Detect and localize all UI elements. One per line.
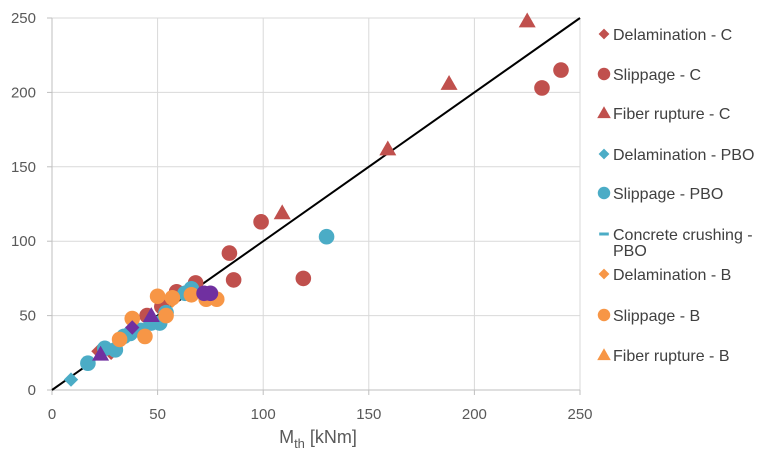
legend-label: Fiber rupture - C bbox=[613, 106, 730, 123]
legend-marker bbox=[598, 148, 610, 160]
data-point bbox=[183, 286, 200, 303]
y-tick-label: 0 bbox=[28, 382, 36, 399]
data-point bbox=[124, 310, 141, 327]
data-point bbox=[440, 74, 458, 90]
y-tick-label: 50 bbox=[19, 308, 36, 325]
legend-marker bbox=[597, 106, 611, 119]
data-point bbox=[125, 320, 140, 335]
data-point bbox=[253, 214, 269, 230]
y-tick-label: 200 bbox=[11, 84, 36, 101]
x-axis-title: Mth [kNm] bbox=[279, 427, 357, 450]
data-point bbox=[149, 288, 166, 305]
legend-marker bbox=[597, 348, 611, 361]
data-point bbox=[111, 331, 128, 348]
x-tick-label: 100 bbox=[251, 406, 276, 423]
data-point bbox=[318, 228, 335, 245]
x-tick-label: 0 bbox=[48, 406, 56, 423]
legend-label: Slippage - B bbox=[613, 308, 700, 325]
x-tick-label: 150 bbox=[356, 406, 381, 423]
data-point bbox=[295, 270, 312, 287]
data-point bbox=[80, 355, 96, 372]
y-tick-label: 250 bbox=[11, 10, 36, 27]
data-point bbox=[553, 62, 569, 78]
data-point bbox=[202, 285, 219, 302]
legend-marker bbox=[599, 232, 609, 236]
legend-label: Delamination - C bbox=[613, 27, 732, 44]
legend-label: PBO bbox=[613, 243, 647, 260]
data-point bbox=[142, 307, 160, 322]
x-tick-label: 250 bbox=[567, 406, 592, 423]
legend-label: Slippage - C bbox=[613, 67, 701, 84]
data-points bbox=[63, 12, 569, 387]
data-point bbox=[221, 245, 238, 261]
legend-label: Delamination - PBO bbox=[613, 147, 754, 164]
data-point bbox=[92, 345, 110, 361]
y-tick-label: 100 bbox=[11, 233, 36, 250]
legend-label: Slippage - PBO bbox=[613, 186, 723, 203]
data-point bbox=[518, 12, 536, 28]
legend-label: Fiber rupture - B bbox=[613, 348, 729, 365]
y-tick-label: 150 bbox=[11, 159, 36, 176]
legend-marker bbox=[597, 308, 611, 322]
data-point bbox=[379, 140, 397, 156]
axes bbox=[47, 17, 581, 395]
data-point bbox=[158, 307, 174, 324]
legend: Delamination - C Slippage - C Fiber ruptur… bbox=[597, 27, 754, 365]
data-point bbox=[164, 289, 181, 306]
data-point bbox=[137, 328, 153, 345]
legend-marker bbox=[598, 28, 610, 40]
tick-labels: 0 50 100 150 200 250 0 50 100 150 200 250 bbox=[11, 10, 593, 423]
x-tick-label: 200 bbox=[462, 406, 487, 423]
x-tick-label: 50 bbox=[149, 406, 166, 423]
data-point bbox=[225, 272, 242, 288]
data-point bbox=[273, 204, 291, 220]
legend-marker bbox=[597, 67, 611, 81]
legend-label: Delamination - B bbox=[613, 267, 731, 284]
legend-marker bbox=[598, 268, 610, 280]
data-point bbox=[63, 372, 79, 387]
legend-marker bbox=[597, 186, 611, 200]
data-point bbox=[534, 80, 550, 96]
legend-label: Concrete crushing - bbox=[613, 227, 753, 244]
